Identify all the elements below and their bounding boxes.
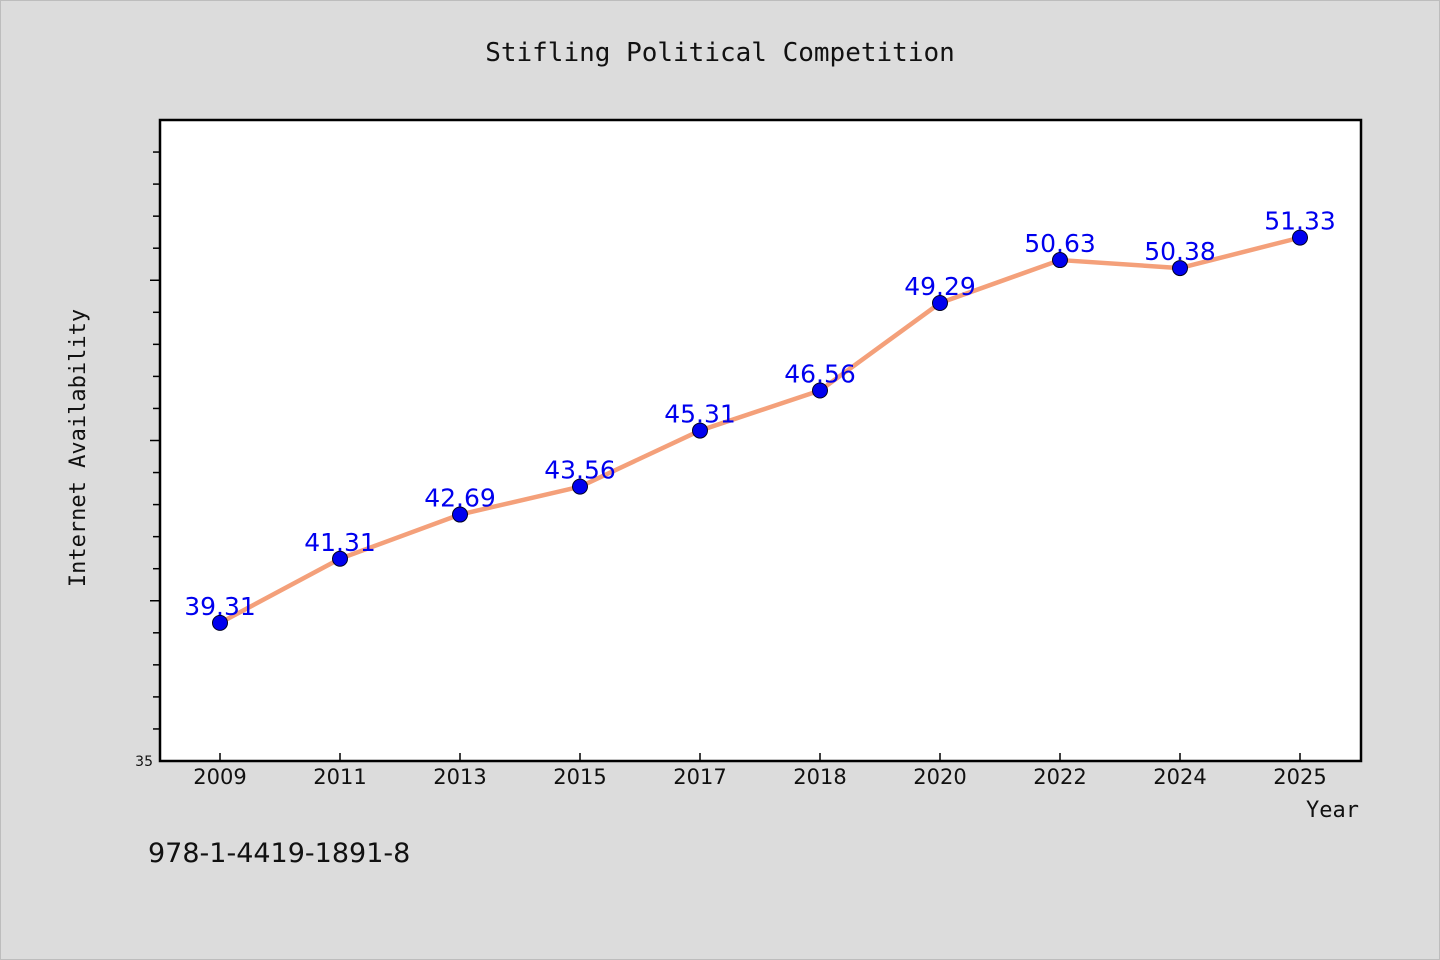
- data-label: 49.29: [904, 272, 976, 301]
- data-point: [692, 422, 708, 439]
- x-tick-label: 2018: [793, 765, 846, 789]
- data-point: [452, 506, 468, 523]
- chart-title: Stifling Political Competition: [485, 38, 955, 68]
- footnote-isbn: 978-1-4419-1891-8: [148, 838, 410, 869]
- x-tick-label: 2024: [1153, 765, 1206, 789]
- data-point: [212, 614, 228, 631]
- data-point: [932, 295, 948, 312]
- data-label: 39.31: [184, 592, 256, 621]
- data-label: 45.31: [664, 400, 736, 429]
- y-axis-ticks: [150, 151, 160, 730]
- x-tick-label: 2013: [433, 765, 486, 789]
- data-labels: 39.31 41.31 42.69 43.56 45.31 46.56 49.29 50.63…: [184, 207, 1336, 621]
- x-tick-label: 2015: [553, 765, 606, 789]
- x-axis-tick-labels: 2009 2011 2013 2015 2017 2018 2020 2022 2024 2025: [193, 765, 1326, 789]
- data-point: [572, 478, 588, 495]
- data-label: 51.33: [1264, 207, 1336, 236]
- x-axis-label: Year: [1306, 798, 1359, 823]
- data-label: 50.63: [1024, 229, 1096, 258]
- series-line: [217, 235, 1303, 626]
- data-label: 41.31: [304, 528, 376, 557]
- x-axis-ticks: [219, 753, 1301, 761]
- x-tick-label: 2020: [913, 765, 966, 789]
- x-tick-label: 2011: [313, 765, 366, 789]
- data-point: [1172, 260, 1188, 277]
- data-label: 46.56: [784, 360, 856, 389]
- y-axis-min-label: 35: [135, 754, 153, 770]
- data-points: [212, 229, 1308, 631]
- x-tick-label: 2022: [1033, 765, 1086, 789]
- data-point: [332, 550, 348, 567]
- data-label: 43.56: [544, 456, 616, 485]
- data-label: 42.69: [424, 484, 496, 513]
- data-point: [1052, 252, 1068, 269]
- data-point: [1292, 229, 1308, 246]
- x-tick-label: 2025: [1273, 765, 1326, 789]
- x-tick-label: 2017: [673, 765, 726, 789]
- x-tick-label: 2009: [193, 765, 246, 789]
- data-point: [812, 382, 828, 399]
- y-axis-label: Internet Availability: [66, 309, 91, 587]
- plot-area: [158, 118, 1363, 763]
- data-label: 50.38: [1144, 237, 1216, 266]
